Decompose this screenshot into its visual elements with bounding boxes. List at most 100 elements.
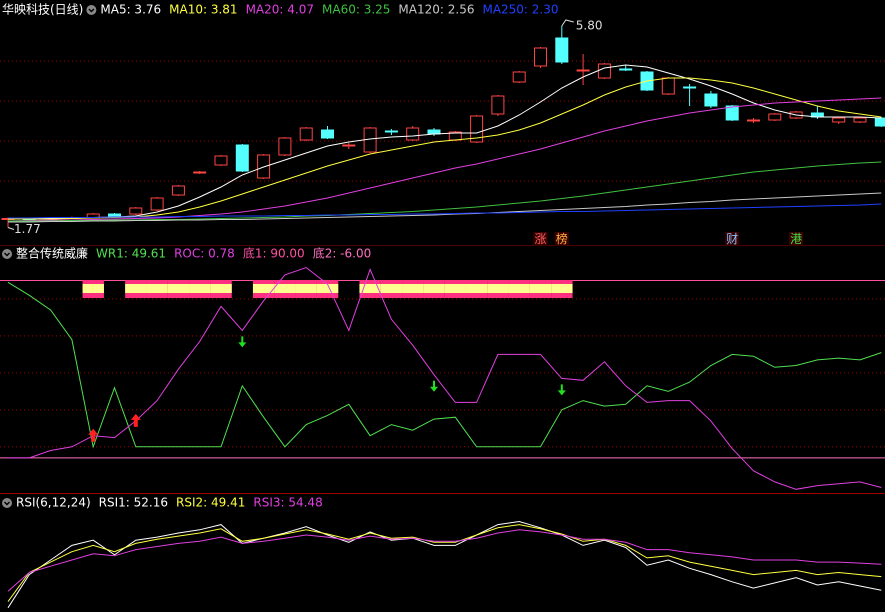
series-line — [7, 97, 882, 222]
candle-body — [193, 171, 207, 174]
signal-bar-core — [529, 284, 552, 293]
signal-bar-core — [274, 284, 296, 293]
candle-body — [597, 63, 611, 79]
tag-box — [725, 232, 740, 246]
candle-body — [299, 127, 313, 141]
legend-entry: MA60: 3.25 — [322, 3, 390, 17]
candle-body — [874, 117, 885, 127]
candle-body — [214, 155, 228, 166]
candle-body — [278, 137, 292, 156]
signal-bar-core — [167, 284, 190, 293]
panel-title: 华映科技(日线) — [2, 3, 83, 17]
menu-icon — [86, 5, 97, 15]
signal-bar-core — [82, 284, 104, 293]
legend-entry: MA5: 3.76 — [100, 3, 161, 17]
candle-body — [342, 144, 356, 147]
min-marker — [7, 227, 15, 230]
signal-bar-core — [551, 284, 573, 293]
candle-body — [555, 37, 569, 63]
legend-entry: 底2: -6.00 — [313, 246, 372, 261]
series-line — [7, 529, 882, 592]
legend-entry: RSI2: 49.41 — [176, 496, 245, 510]
legend-entry: MA250: 2.30 — [482, 3, 558, 17]
tag-box — [533, 232, 548, 246]
series-line — [8, 203, 882, 219]
candle-body — [470, 115, 484, 143]
candle-body — [683, 86, 697, 89]
signal-bar-core — [465, 284, 488, 293]
max-label: 5.80 — [576, 19, 603, 33]
series-line — [8, 77, 882, 220]
candle-body — [832, 117, 846, 123]
signal-bar-core — [146, 284, 168, 293]
candle-body — [491, 95, 505, 115]
series-line — [8, 161, 882, 222]
buy-arrow — [88, 428, 99, 442]
menu-icon-chevron — [88, 8, 95, 13]
series-line — [7, 520, 882, 609]
candle-body — [512, 71, 526, 83]
legend-entry: MA20: 4.07 — [246, 3, 314, 17]
legend-entry: 底1: 90.00 — [243, 246, 305, 261]
tag: 榜 — [556, 231, 568, 246]
signal-bar-core — [316, 284, 339, 293]
candle-body — [747, 119, 760, 122]
sell-arrow — [557, 384, 566, 396]
sell-arrow — [430, 380, 438, 392]
signal-bar-core — [125, 284, 147, 293]
candle-body — [768, 113, 782, 121]
sell-arrow — [238, 336, 247, 348]
tag: 港 — [790, 232, 802, 246]
series-line — [8, 266, 882, 490]
legend-entry: MA120: 2.56 — [398, 3, 474, 17]
candle-body — [853, 117, 867, 123]
legend-entry: ROC: 0.78 — [174, 247, 235, 261]
series-line — [7, 281, 882, 449]
header-backdrop — [0, 246, 885, 262]
candle-body — [150, 197, 164, 211]
signal-bar-core — [380, 284, 403, 293]
panel-title: RSI(6,12,24) — [16, 496, 91, 510]
candle-body — [704, 93, 718, 107]
series-line — [8, 192, 882, 223]
signal-bar-core — [189, 284, 211, 293]
candle-body — [235, 144, 249, 172]
signal-bar-core — [402, 284, 424, 293]
min-label: 1.77 — [14, 222, 41, 236]
candle-body — [129, 207, 143, 215]
legend-entry: RSI3: 54.48 — [253, 496, 322, 510]
signal-bar-core — [487, 284, 509, 293]
menu-icon-chevron — [4, 252, 10, 257]
candle-body — [406, 127, 420, 141]
signal-bar-core — [423, 284, 445, 293]
tag: 涨 — [534, 231, 546, 246]
candle-body — [534, 47, 547, 67]
signal-bar-core — [295, 284, 317, 293]
legend-entry: WR1: 49.61 — [96, 247, 166, 261]
signal-bar-core — [444, 284, 467, 293]
legend-entry: MA10: 3.81 — [169, 3, 237, 17]
max-marker — [561, 19, 574, 27]
header-backdrop — [0, 2, 885, 18]
signal-bar-core — [508, 284, 530, 293]
legend-entry: RSI1: 52.16 — [99, 496, 168, 510]
tag-box — [554, 232, 569, 246]
series-line — [7, 524, 882, 602]
menu-icon — [2, 249, 12, 259]
candle-body — [321, 129, 334, 139]
series-line — [7, 64, 882, 220]
candle-body — [661, 77, 675, 95]
menu-icon — [2, 498, 12, 508]
tag: 财 — [726, 232, 738, 246]
menu-icon-chevron — [4, 501, 10, 506]
candle-body — [384, 130, 398, 133]
buy-arrow — [130, 413, 141, 427]
candle-body — [725, 105, 739, 121]
signal-bar-core — [252, 284, 275, 293]
signal-bar-core — [210, 284, 232, 293]
signal-bar-core — [359, 284, 381, 293]
panel-title: 整合传统威廉 — [16, 246, 88, 261]
